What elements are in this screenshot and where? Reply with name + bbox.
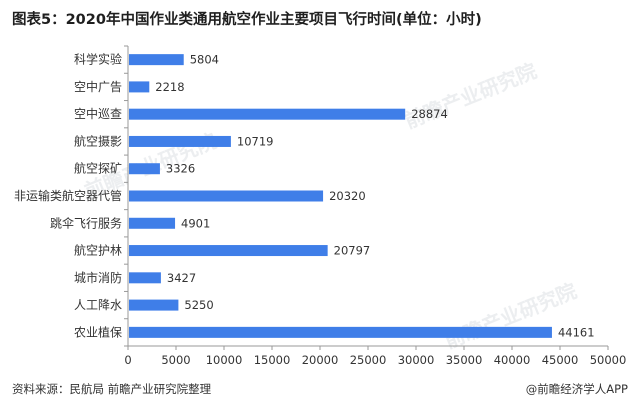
bar-value-label: 20797 [334, 244, 371, 258]
bar [129, 272, 161, 284]
bar [129, 108, 406, 120]
bar-value-label: 3326 [166, 162, 195, 176]
bar [129, 81, 150, 93]
category-label: 非运输类航空器代管 [14, 188, 122, 203]
category-label: 空中巡查 [74, 106, 122, 121]
source-note: 资料来源：民航局 前瞻产业研究院整理 [12, 382, 212, 396]
x-tick-label: 10000 [206, 353, 243, 367]
x-tick-label: 45000 [542, 353, 579, 367]
x-tick-label: 5000 [161, 353, 190, 367]
x-tick-label: 20000 [302, 353, 339, 367]
category-label: 跳伞飞行服务 [50, 215, 122, 230]
bar [129, 54, 184, 66]
category-label: 农业植保 [74, 324, 122, 339]
x-tick-label: 50000 [590, 353, 627, 367]
bar-value-label: 28874 [411, 107, 448, 121]
bar [129, 217, 176, 229]
x-tick-label: 15000 [254, 353, 291, 367]
chart-title: 图表5：2020年中国作业类通用航空作业主要项目飞行时间(单位：小时) [12, 12, 482, 28]
bar-value-label: 4901 [181, 216, 210, 230]
bar [129, 190, 324, 202]
bar [129, 135, 231, 147]
category-label: 人工降水 [74, 298, 122, 312]
bar [129, 299, 179, 311]
x-tick-label: 30000 [398, 353, 435, 367]
category-label: 航空护林 [74, 243, 122, 258]
brand-note: @前瞻经济学人APP [525, 382, 628, 396]
category-label: 航空摄影 [74, 133, 122, 148]
bar-value-label: 3427 [167, 271, 196, 285]
category-label: 城市消防 [74, 270, 122, 285]
x-tick-label: 25000 [350, 353, 387, 367]
x-tick-label: 35000 [446, 353, 483, 367]
category-label: 科学实验 [74, 52, 122, 67]
bar-value-label: 44161 [558, 325, 595, 339]
x-tick-label: 40000 [494, 353, 531, 367]
bar [129, 163, 160, 175]
x-tick-label: 0 [124, 353, 131, 367]
category-label: 航空探矿 [74, 161, 122, 176]
bar-value-label: 2218 [155, 80, 184, 94]
bar-value-label: 5250 [184, 298, 213, 312]
bar-value-label: 20320 [329, 189, 366, 203]
bar [129, 326, 552, 338]
category-label: 空中广告 [74, 79, 122, 94]
bar [129, 245, 328, 257]
bar-value-label: 5804 [190, 53, 219, 67]
bar-value-label: 10719 [237, 134, 274, 148]
